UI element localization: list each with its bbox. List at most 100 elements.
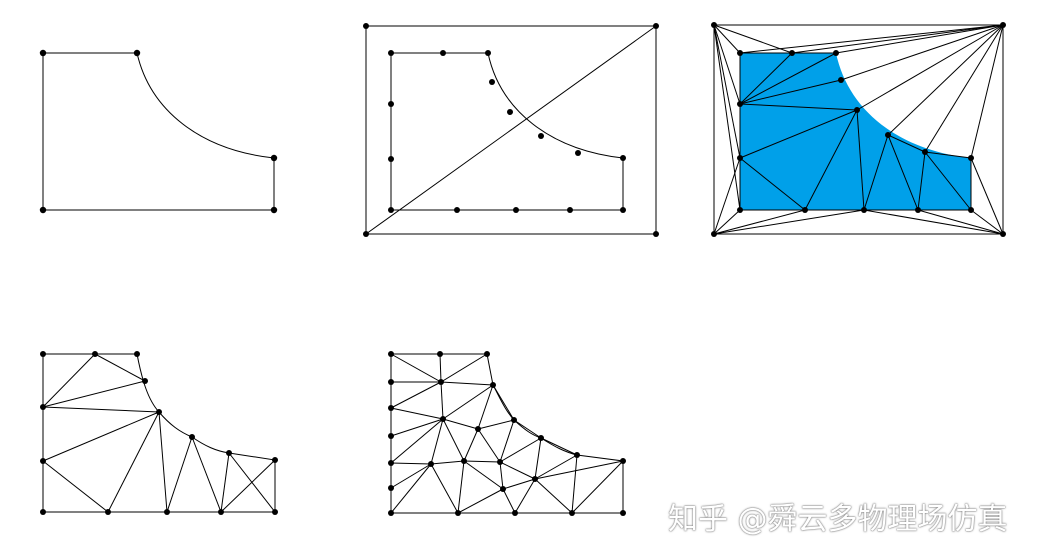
mesh-node xyxy=(1000,22,1006,28)
mesh-node xyxy=(1000,231,1006,237)
panel-boundary-triangulation xyxy=(40,351,278,515)
mesh-edge xyxy=(739,103,858,111)
mesh-node xyxy=(575,150,581,156)
mesh-edge xyxy=(390,407,444,420)
mesh-node xyxy=(438,379,444,385)
mesh-edge xyxy=(463,460,501,463)
mesh-edge xyxy=(499,461,536,480)
mesh-edge xyxy=(739,79,842,105)
mesh-node xyxy=(574,452,580,458)
mesh-node xyxy=(511,417,517,423)
panel-geometry-boundary xyxy=(39,49,278,214)
mesh-node xyxy=(40,458,46,464)
mesh-node xyxy=(569,510,575,516)
mesh-node xyxy=(105,509,111,515)
mesh-edge xyxy=(390,381,442,409)
mesh-nodes xyxy=(711,22,1006,237)
mesh-edge xyxy=(924,151,972,211)
mesh-node xyxy=(142,378,148,384)
mesh-node xyxy=(363,231,369,237)
mesh-edge xyxy=(191,436,222,513)
mesh-edge xyxy=(442,418,465,462)
domain-shape xyxy=(390,52,624,211)
mesh-edge xyxy=(514,478,536,514)
mesh-node xyxy=(653,231,659,237)
mesh-node xyxy=(485,50,491,56)
mesh-edge xyxy=(220,452,230,513)
mesh-edge xyxy=(430,460,465,465)
domain-shape xyxy=(740,53,971,210)
corner-node xyxy=(270,206,278,214)
mesh-edge xyxy=(513,419,542,439)
mesh-edge xyxy=(713,24,793,54)
mesh-node xyxy=(620,458,626,464)
mesh-edge xyxy=(499,461,504,490)
mesh-edge xyxy=(228,452,276,513)
mesh-edge xyxy=(502,478,536,490)
mesh-node xyxy=(711,22,717,28)
mesh-edge xyxy=(804,109,858,211)
mesh-edge xyxy=(739,24,1004,54)
mesh-edge xyxy=(534,460,624,480)
mesh-edge xyxy=(502,488,516,514)
triangulation-edges xyxy=(42,353,276,513)
boundary-nodes xyxy=(363,23,659,237)
mesh-node xyxy=(538,133,544,139)
mesh-node xyxy=(440,416,446,422)
mesh-edge xyxy=(158,411,168,513)
mesh-edge xyxy=(499,419,515,463)
mesh-node xyxy=(737,101,743,107)
mesh-edge xyxy=(390,418,444,437)
mesh-node xyxy=(388,101,394,107)
mesh-edge xyxy=(863,209,1004,235)
mesh-edge xyxy=(924,151,972,159)
mesh-node xyxy=(789,50,795,56)
mesh-edge xyxy=(430,463,459,514)
mesh-edge xyxy=(887,134,919,211)
domain-shape xyxy=(42,353,276,513)
mesh-edge xyxy=(534,454,578,480)
triangulation-edges xyxy=(390,353,624,514)
mesh-node xyxy=(455,510,461,516)
mesh-edge xyxy=(477,419,515,430)
mesh-node xyxy=(134,351,140,357)
mesh-node xyxy=(475,426,481,432)
mesh-edge xyxy=(463,460,504,490)
mesh-edge xyxy=(492,384,515,421)
mesh-node xyxy=(567,207,573,213)
mesh-node xyxy=(218,509,224,515)
mesh-node xyxy=(388,460,394,466)
mesh-node xyxy=(653,23,659,29)
mesh-edge xyxy=(540,437,578,456)
mesh-nodes xyxy=(40,351,278,515)
mesh-edge xyxy=(713,157,741,235)
mesh-edge xyxy=(713,24,741,54)
mesh-edge xyxy=(713,209,741,235)
mesh-node xyxy=(854,107,860,113)
mesh-node xyxy=(737,50,743,56)
mesh-edge xyxy=(390,462,432,465)
mesh-node xyxy=(833,50,839,56)
mesh-edge xyxy=(457,460,465,514)
mesh-node xyxy=(388,485,394,491)
mesh-edge xyxy=(970,157,1004,235)
mesh-node xyxy=(40,404,46,410)
mesh-node xyxy=(388,379,394,385)
mesh-edge xyxy=(390,463,432,489)
mesh-node xyxy=(512,510,518,516)
mesh-node xyxy=(437,351,443,357)
mesh-node xyxy=(461,458,467,464)
corner-node xyxy=(133,49,141,57)
mesh-edge xyxy=(166,436,193,513)
mesh-node xyxy=(272,509,278,515)
domain-shape xyxy=(42,52,275,211)
mesh-node xyxy=(40,351,46,357)
mesh-edge xyxy=(477,384,494,430)
mesh-edge xyxy=(917,151,926,211)
mesh-node xyxy=(968,155,974,161)
mesh-node xyxy=(915,207,921,213)
mesh-edge xyxy=(442,418,479,430)
mesh-edge xyxy=(442,384,494,420)
mesh-edge xyxy=(739,157,806,211)
